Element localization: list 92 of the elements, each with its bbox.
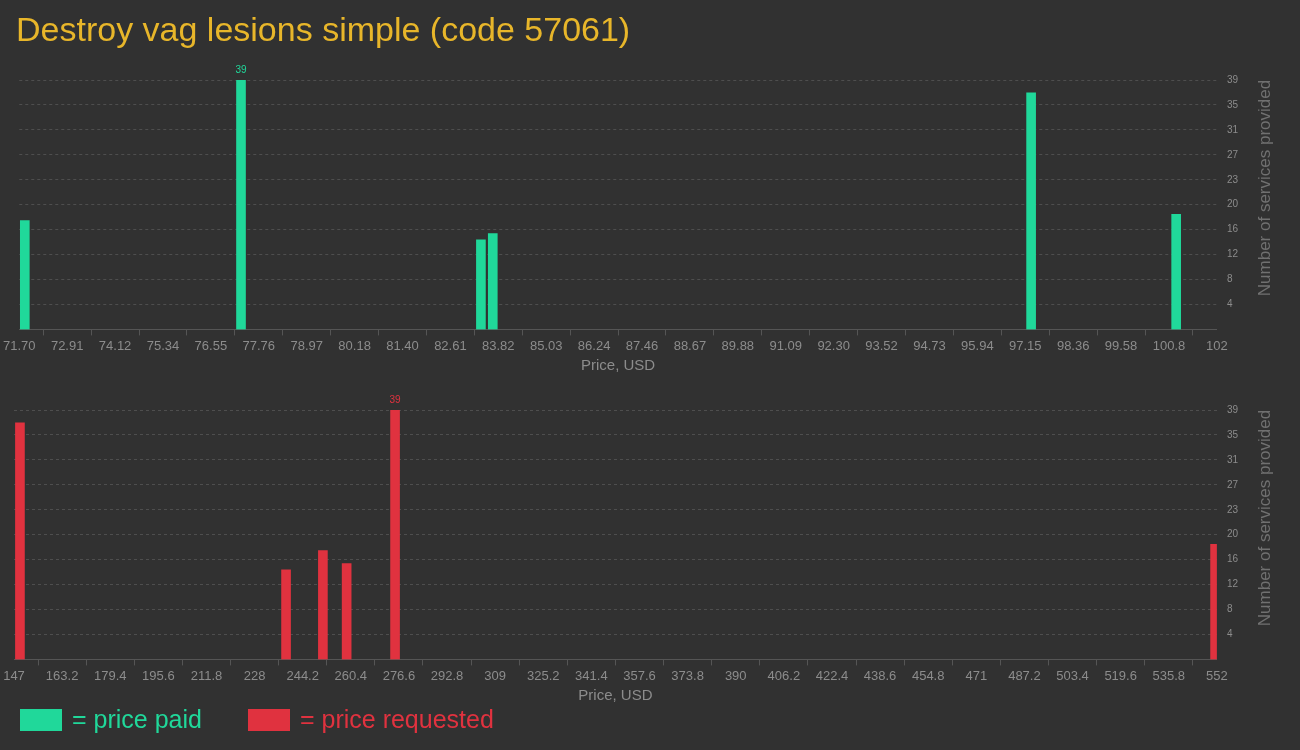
x-tick-label: 95.94: [961, 337, 994, 353]
x-tick-label: 82.61: [434, 337, 467, 353]
y-tick-label: 39: [1226, 73, 1239, 85]
x-tick-label: 438.6: [863, 667, 897, 683]
x-tick-label: 75.34: [146, 337, 180, 353]
x-tick-label: 552: [1206, 667, 1228, 683]
x-tick-label: 390: [724, 667, 747, 683]
x-tick-label: 93.52: [865, 337, 898, 353]
y-tick-label: 20: [1226, 198, 1239, 210]
x-tick-label: 276.6: [382, 667, 416, 683]
x-tick-label: 92.30: [817, 337, 850, 353]
x-tick-label: 503.4: [1056, 667, 1089, 683]
x-tick-label: 292.8: [430, 667, 464, 683]
y-tick-label: 4: [1226, 298, 1233, 310]
x-tick-label: 260.4: [334, 667, 368, 683]
x-axis-title: Price, USD: [578, 686, 653, 704]
bar: [281, 569, 291, 660]
bar: [19, 220, 30, 330]
y-tick-label: 20: [1226, 528, 1239, 540]
x-tick-label: 80.18: [338, 337, 371, 353]
x-tick-label: 98.36: [1056, 337, 1090, 353]
y-tick-label: 8: [1226, 273, 1233, 285]
x-tick-label: 77.76: [242, 337, 276, 353]
x-tick-label: 422.4: [815, 667, 849, 683]
x-tick-label: 86.24: [577, 337, 611, 353]
y-tick-label: 35: [1226, 98, 1239, 110]
y-axis-title: Number of services provided: [1255, 79, 1275, 297]
x-tick-label: 87.46: [625, 337, 659, 353]
x-tick-label: 97.15: [1008, 337, 1042, 353]
x-tick-label: 100.8: [1152, 337, 1186, 353]
x-tick-label: 78.97: [290, 337, 323, 353]
y-tick-label: 8: [1226, 603, 1233, 615]
x-tick-label: 102: [1206, 337, 1228, 353]
y-tick-label: 31: [1226, 123, 1239, 135]
x-tick-label: 325.2: [526, 667, 560, 683]
y-tick-label: 4: [1226, 628, 1233, 640]
x-tick-label: 147: [3, 667, 25, 683]
bar: [390, 410, 400, 660]
legend-label: = price requested: [299, 705, 494, 734]
x-tick-label: 535.8: [1152, 667, 1186, 683]
x-tick-label: 211.8: [190, 667, 223, 683]
x-tick-label: 195.6: [142, 667, 175, 683]
x-tick-label: 244.2: [286, 667, 319, 683]
x-tick-label: 83.82: [482, 337, 515, 353]
bar: [487, 233, 498, 330]
x-tick-label: 76.55: [194, 337, 228, 353]
y-tick-label: 23: [1226, 503, 1239, 515]
y-tick-label: 27: [1226, 148, 1239, 160]
y-tick-label: 16: [1226, 553, 1239, 565]
y-tick-label: 39: [1226, 403, 1239, 415]
x-tick-label: 373.8: [671, 667, 704, 683]
data-label: 39: [389, 393, 402, 405]
x-tick-label: 406.2: [767, 667, 801, 683]
y-tick-label: 12: [1226, 248, 1239, 260]
bar: [15, 422, 25, 660]
x-tick-label: 94.73: [913, 337, 946, 353]
x-tick-label: 163.2: [45, 667, 79, 683]
y-tick-label: 23: [1226, 173, 1239, 185]
x-tick-label: 74.12: [98, 337, 132, 353]
bar: [476, 239, 486, 330]
x-tick-label: 357.6: [623, 667, 656, 683]
legend-label: = price paid: [72, 705, 202, 734]
y-axis-title: Number of services provided: [1255, 409, 1275, 627]
x-tick-label: 89.88: [721, 337, 755, 353]
y-tick-label: 35: [1226, 428, 1239, 440]
x-tick-label: 309: [484, 667, 506, 683]
x-tick-label: 72.91: [50, 337, 84, 353]
x-tick-label: 88.67: [673, 337, 707, 353]
x-tick-label: 454.8: [911, 667, 945, 683]
x-tick-label: 81.40: [386, 337, 419, 353]
bar: [318, 550, 328, 660]
y-tick-label: 12: [1226, 578, 1239, 590]
x-tick-label: 341.4: [575, 667, 608, 683]
x-tick-label: 99.58: [1104, 337, 1138, 353]
x-tick-label: 228: [243, 667, 266, 683]
chart-title: Destroy vag lesions simple (code 57061): [16, 10, 631, 49]
x-tick-label: 85.03: [529, 337, 563, 353]
x-axis-title: Price, USD: [580, 356, 656, 374]
x-tick-label: 91.09: [769, 337, 803, 353]
x-tick-label: 471: [965, 667, 988, 683]
y-tick-label: 16: [1226, 223, 1239, 235]
bar: [236, 80, 246, 330]
x-tick-label: 487.2: [1008, 667, 1041, 683]
bar: [1026, 92, 1036, 330]
x-tick-label: 519.6: [1104, 667, 1137, 683]
x-tick-label: 71.70: [2, 337, 36, 353]
y-tick-label: 27: [1226, 478, 1239, 490]
y-tick-label: 31: [1226, 453, 1239, 465]
bar: [1171, 213, 1181, 330]
data-label: 39: [235, 63, 247, 75]
bar: [341, 563, 352, 660]
x-tick-label: 179.4: [93, 667, 127, 683]
